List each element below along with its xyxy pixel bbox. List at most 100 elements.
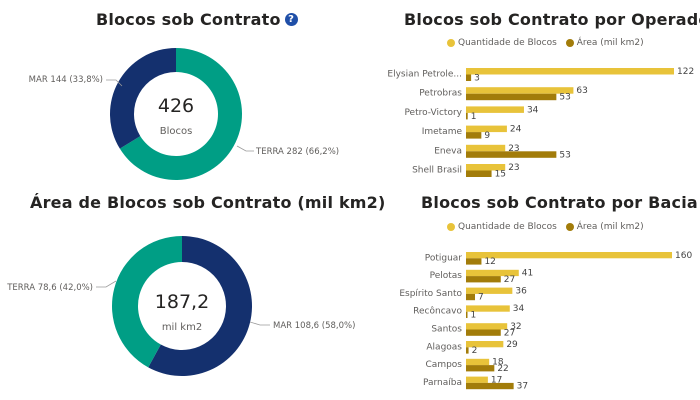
legend-item-quantidade[interactable]: Quantidade de Blocos xyxy=(447,38,557,48)
category-label: Petrobras xyxy=(419,89,462,99)
bar-quantidade[interactable] xyxy=(466,144,506,152)
category-label: Santos xyxy=(431,325,462,335)
data-label-quantidade: 41 xyxy=(522,269,533,279)
bar-quantidade[interactable] xyxy=(466,287,513,294)
data-label-area: 53 xyxy=(559,93,570,103)
bar-quantidade[interactable] xyxy=(466,252,672,259)
bar-area[interactable] xyxy=(466,151,557,158)
leader-line-mar xyxy=(106,79,123,87)
category-label: Campos xyxy=(426,360,463,370)
donut-label-terra: TERRA 78,6 (42,0%) xyxy=(6,283,93,293)
legend-label-quantidade: Quantidade de Blocos xyxy=(458,222,557,232)
bar-quantidade[interactable] xyxy=(466,87,574,94)
donut-slice-mar[interactable] xyxy=(148,236,253,376)
donut-slice-mar[interactable] xyxy=(110,48,176,149)
data-label-area: 3 xyxy=(474,74,480,84)
bar-area[interactable] xyxy=(466,293,476,301)
bar-quantidade[interactable] xyxy=(466,323,508,330)
data-label-area: 1 xyxy=(471,311,477,321)
data-label-area: 53 xyxy=(559,150,570,160)
operador-legend[interactable]: Quantidade de Blocos Área (mil km2) xyxy=(447,38,650,50)
data-label-quantidade: 23 xyxy=(508,144,519,154)
bacia-legend[interactable]: Quantidade de Blocos Área (mil km2) xyxy=(447,222,650,234)
bar-area[interactable] xyxy=(466,347,469,354)
data-label-quantidade: 122 xyxy=(677,67,694,77)
bar-area[interactable] xyxy=(466,170,492,178)
legend-dot-area xyxy=(565,39,574,47)
data-label-area: 1 xyxy=(471,112,477,122)
category-label: Parnaíba xyxy=(423,378,462,388)
category-label: Espírito Santo xyxy=(399,289,462,299)
category-label: Petro-Victory xyxy=(404,108,462,118)
category-label: Eneva xyxy=(434,146,462,156)
bar-quantidade[interactable] xyxy=(466,106,524,113)
donut-slice-terra[interactable] xyxy=(119,48,242,180)
legend-label-area: Área (mil km2) xyxy=(576,38,644,48)
donut-label-mar: MAR 108,6 (58,0%) xyxy=(273,321,355,331)
donut-center-label: Blocos xyxy=(160,126,193,137)
operador-bar-chart[interactable]: Elysian Petrole... 122 3 Petrobras 63 53 Petro… xyxy=(387,67,694,180)
legend-item-area[interactable]: Área (mil km2) xyxy=(565,38,644,48)
data-label-area: 12 xyxy=(484,257,495,267)
legend-label-quantidade: Quantidade de Blocos xyxy=(458,38,557,48)
bar-quantidade[interactable] xyxy=(466,358,490,366)
data-label-area: 9 xyxy=(484,131,490,141)
data-label-area: 37 xyxy=(517,382,528,392)
bar-area[interactable] xyxy=(466,329,501,336)
donut-slice-terra[interactable] xyxy=(112,236,182,368)
blocos-contrato-title-text: Blocos sob Contrato xyxy=(96,10,281,29)
leader-line-terra xyxy=(236,145,254,152)
data-label-area: 2 xyxy=(472,346,478,356)
data-label-area: 15 xyxy=(495,170,506,180)
bar-area[interactable] xyxy=(466,112,468,120)
bar-area[interactable] xyxy=(466,311,468,318)
bar-quantidade[interactable] xyxy=(466,305,510,312)
blocos-contrato-title: Blocos sob Contrato? xyxy=(96,10,298,29)
category-label: Imetame xyxy=(422,127,463,137)
bar-quantidade[interactable] xyxy=(466,269,519,277)
data-label-quantidade: 18 xyxy=(492,358,504,368)
bar-area[interactable] xyxy=(466,74,472,82)
operador-chart-title: Blocos sob Contrato por Operador xyxy=(404,10,700,29)
data-label-quantidade: 17 xyxy=(491,375,502,385)
data-label-quantidade: 36 xyxy=(515,286,527,296)
data-label-quantidade: 24 xyxy=(510,125,522,135)
legend-item-quantidade[interactable]: Quantidade de Blocos xyxy=(447,222,557,232)
leader-line-mar xyxy=(249,321,270,326)
category-label: Recôncavo xyxy=(413,306,462,317)
legend-dot-quantidade xyxy=(447,39,455,47)
category-label: Potiguar xyxy=(425,253,463,263)
bar-quantidade[interactable] xyxy=(466,376,488,383)
bar-area[interactable] xyxy=(466,382,514,390)
bar-area[interactable] xyxy=(466,93,557,101)
legend-dot-quantidade xyxy=(447,223,455,231)
bar-area[interactable] xyxy=(466,132,482,139)
bar-quantidade[interactable] xyxy=(466,164,506,171)
bar-quantidade[interactable] xyxy=(466,125,507,133)
bar-quantidade[interactable] xyxy=(466,68,674,75)
bar-area[interactable] xyxy=(466,258,482,265)
donut-center-value: 426 xyxy=(158,95,194,117)
data-label-area: 22 xyxy=(497,364,508,374)
data-label-area: 27 xyxy=(504,328,515,338)
bar-area[interactable] xyxy=(466,276,501,283)
legend-dot-area xyxy=(565,223,574,231)
data-label-quantidade: 23 xyxy=(508,163,519,173)
legend-label-area: Área (mil km2) xyxy=(576,222,644,232)
legend-item-area[interactable]: Área (mil km2) xyxy=(565,222,644,232)
help-icon[interactable]: ? xyxy=(284,13,298,26)
data-label-quantidade: 32 xyxy=(510,322,521,332)
data-label-quantidade: 160 xyxy=(675,251,692,261)
bar-area[interactable] xyxy=(466,365,495,372)
data-label-quantidade: 29 xyxy=(506,340,518,350)
category-label: Alagoas xyxy=(426,342,462,352)
category-label: Shell Brasil xyxy=(412,166,462,176)
area-donut[interactable]: 187,2 mil km2 TERRA 78,6 (42,0%) MAR 108… xyxy=(6,236,355,376)
data-label-quantidade: 34 xyxy=(527,105,539,115)
data-label-quantidade: 34 xyxy=(513,304,525,314)
donut-label-terra: TERRA 282 (66,2%) xyxy=(255,147,339,157)
blocos-donut[interactable]: 426 Blocos MAR 144 (33,8%) TERRA 282 (66… xyxy=(29,48,339,180)
bar-quantidade[interactable] xyxy=(466,341,504,348)
